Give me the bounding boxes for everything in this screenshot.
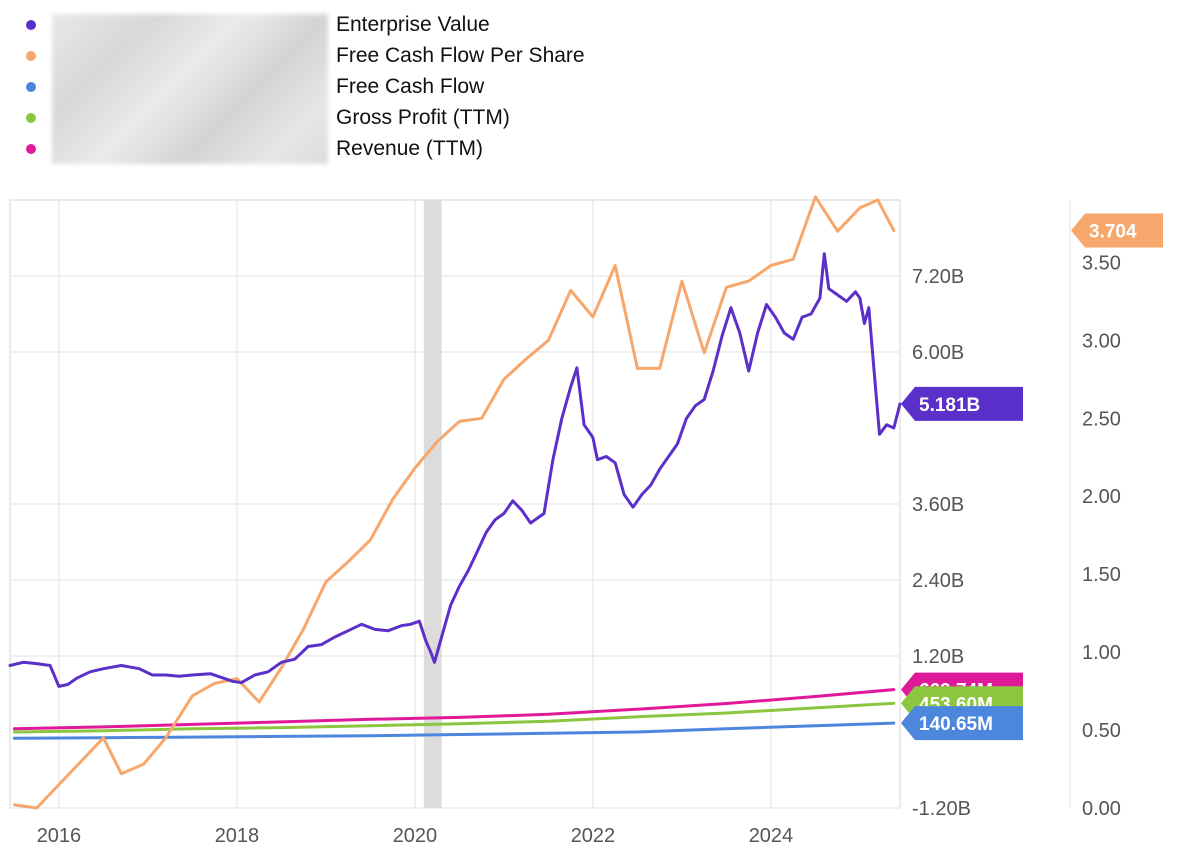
right-tick-label: 3.50 [1082,252,1121,274]
end-label-badge: 140.65M [901,706,1023,741]
series-line-free-cash-flow-per-share [12,195,896,810]
legend-item-free-cash-flow[interactable]: Free Cash Flow [14,72,634,102]
legend-dot-icon [26,51,36,61]
series-line-enterprise-value [8,252,902,688]
end-label-badge: 3.704 [1071,213,1163,248]
right-tick-label: 2.50 [1082,408,1121,430]
legend-dot-icon [26,144,36,154]
x-tick-label: 2016 [37,825,82,847]
end-label-shape [901,706,1023,741]
right-tick-label: 0.00 [1082,798,1121,820]
redacted-legend-area [52,14,328,164]
left-tick-label: 2.40B [912,570,964,592]
series-line-free-cash-flow [12,721,896,740]
right-tick-label: 1.50 [1082,564,1121,586]
legend-label: Free Cash Flow [336,75,485,98]
left-tick-label: 6.00B [912,342,964,364]
right-tick-label: 1.00 [1082,642,1121,664]
legend-dot-icon [26,113,36,123]
x-tick-label: 2022 [571,825,616,847]
legend-item-gross-profit[interactable]: Gross Profit (TTM) [14,103,634,133]
end-label-shape [1071,213,1163,248]
legend-item-revenue[interactable]: Revenue (TTM) [14,134,634,164]
left-tick-label: 1.20B [912,646,964,668]
legend-label: Enterprise Value [336,13,490,36]
series-line-revenue-ttm [12,688,896,731]
series-line-gross-profit-ttm [12,701,896,734]
x-tick-label: 2024 [749,825,794,847]
right-tick-label: 0.50 [1082,720,1121,742]
end-label-badge: 5.181B [901,386,1023,421]
x-tick-label: 2020 [393,825,438,847]
legend-label: Free Cash Flow Per Share [336,44,585,67]
legend-item-fcf-per-share[interactable]: Free Cash Flow Per Share [14,41,634,71]
legend-label: Gross Profit (TTM) [336,106,510,129]
grid [9,199,1071,809]
axes: -1.20B 1.20B 2.40B 3.60B 6.00B 7.20B 0.00 0.50 1… [37,252,1121,847]
end-label-text: 140.65M [919,714,993,735]
end-label-text: 3.704 [1089,222,1137,243]
legend-dot-icon [26,20,36,30]
left-tick-label: 7.20B [912,266,964,288]
right-tick-label: 2.00 [1082,486,1121,508]
legend-item-enterprise-value[interactable]: Enterprise Value [14,10,634,40]
right-tick-label: 3.00 [1082,330,1121,352]
end-label-shape [901,386,1023,421]
left-tick-label: 3.60B [912,494,964,516]
legend-dot-icon [26,82,36,92]
end-label-text: 5.181B [919,395,980,416]
left-tick-label: -1.20B [912,798,971,820]
x-tick-label: 2018 [215,825,260,847]
series-lines [8,195,902,810]
legend-label: Revenue (TTM) [336,137,484,160]
